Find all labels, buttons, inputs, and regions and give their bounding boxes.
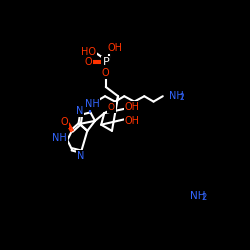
Text: O: O [60,117,68,127]
Text: N: N [78,150,85,160]
Text: HO: HO [81,46,96,56]
Text: N: N [76,106,83,116]
Text: O: O [84,57,92,67]
Text: O: O [108,103,115,112]
Text: OH: OH [124,116,140,126]
Text: O: O [102,68,110,78]
Text: NH: NH [169,91,184,101]
Text: NH: NH [190,190,205,200]
Text: OH: OH [108,44,122,54]
Text: 2: 2 [201,192,206,202]
Text: NH: NH [84,99,99,109]
Text: 2: 2 [180,93,184,102]
Text: P: P [102,57,109,67]
Text: NH: NH [52,133,67,143]
Text: OH: OH [124,102,140,112]
